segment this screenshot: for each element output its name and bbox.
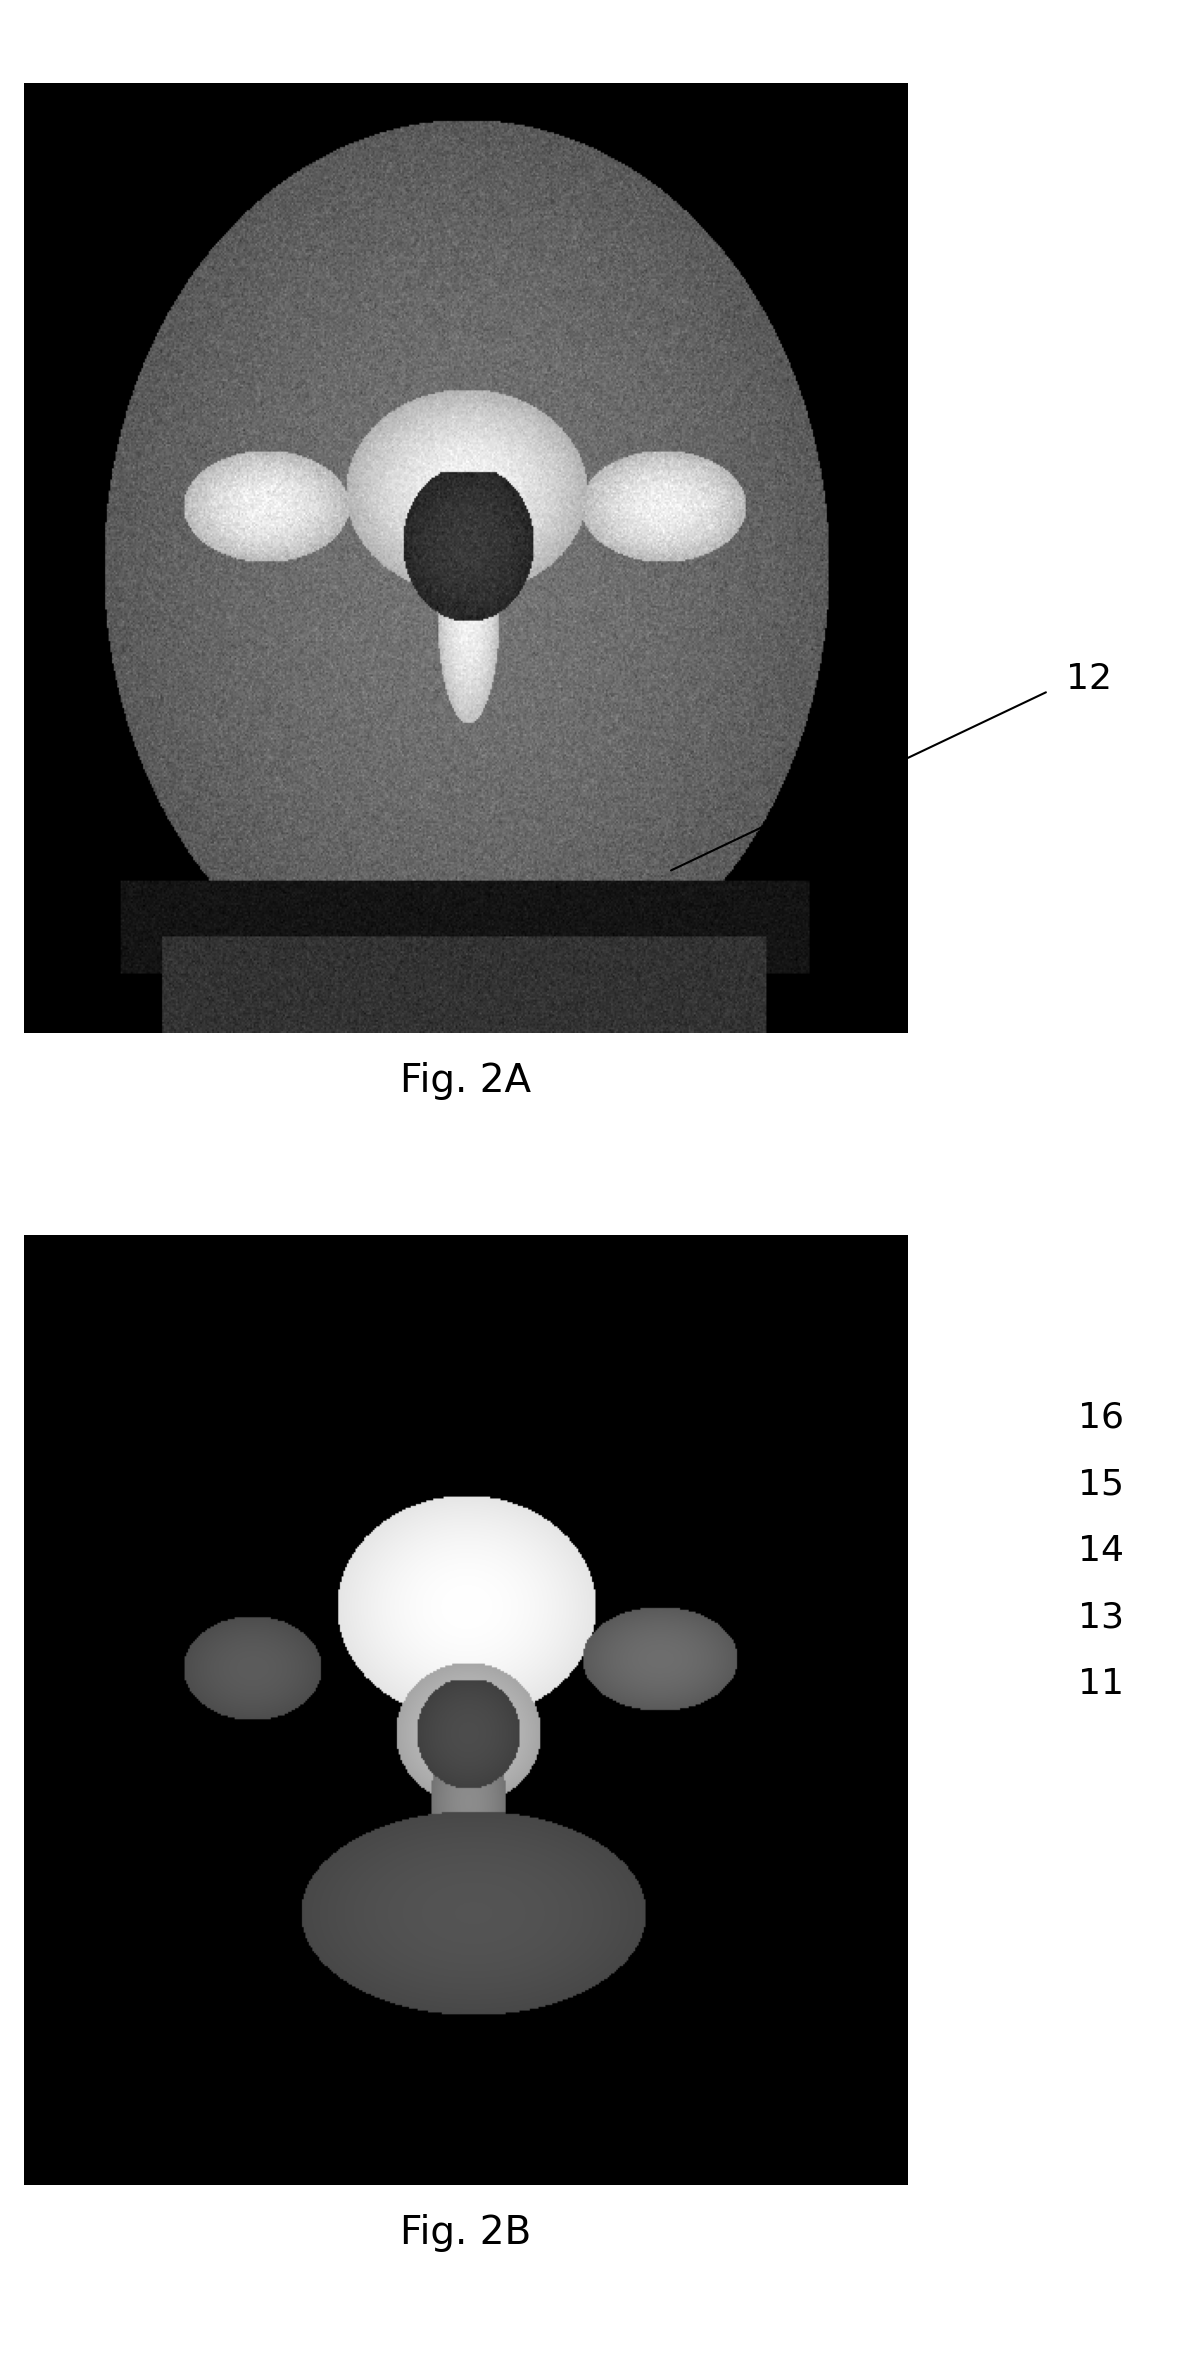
- Text: Fig. 2A: Fig. 2A: [399, 1062, 531, 1100]
- Text: 13: 13: [1078, 1601, 1124, 1634]
- Text: 11: 11: [1078, 1667, 1124, 1700]
- Text: 15: 15: [1078, 1468, 1124, 1501]
- Text: 14: 14: [1078, 1534, 1124, 1568]
- Text: 12: 12: [1066, 663, 1112, 696]
- Text: Fig. 2B: Fig. 2B: [399, 2214, 531, 2252]
- Text: 16: 16: [1078, 1401, 1124, 1434]
